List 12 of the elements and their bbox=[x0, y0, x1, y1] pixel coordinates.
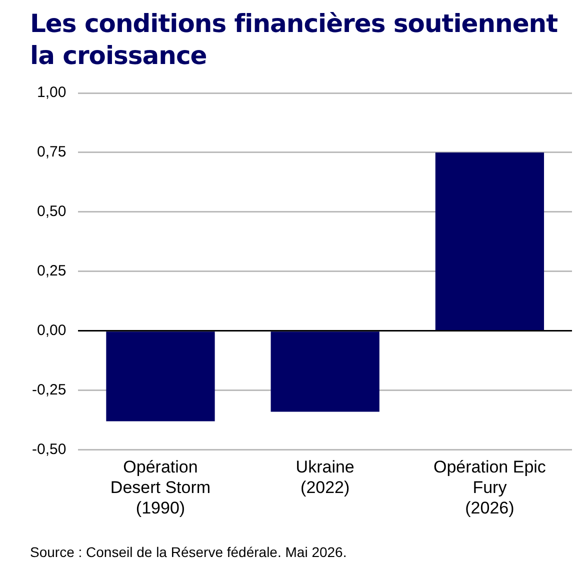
y-tick-label: 0,75 bbox=[36, 144, 66, 161]
x-tick-label: Opération Epic Fury (2026) bbox=[433, 458, 546, 518]
y-tick-label: -0,50 bbox=[32, 440, 66, 458]
x-tick-label: Opération Desert Storm (1990) bbox=[110, 458, 211, 518]
y-tick-label: 1,00 bbox=[36, 84, 66, 102]
chart-title: Les conditions financières soutiennent la croissance bbox=[30, 8, 559, 72]
y-tick-label: -0,25 bbox=[32, 381, 66, 398]
y-tick-label: 0,50 bbox=[36, 203, 66, 220]
x-tick-label: Ukraine (2022) bbox=[296, 458, 354, 498]
y-tick-label: 0,25 bbox=[36, 262, 66, 280]
source-note: Source : Conseil de la Réserve fédérale. Mai 2026. bbox=[30, 544, 347, 560]
y-tick-label: 0,00 bbox=[36, 322, 66, 340]
